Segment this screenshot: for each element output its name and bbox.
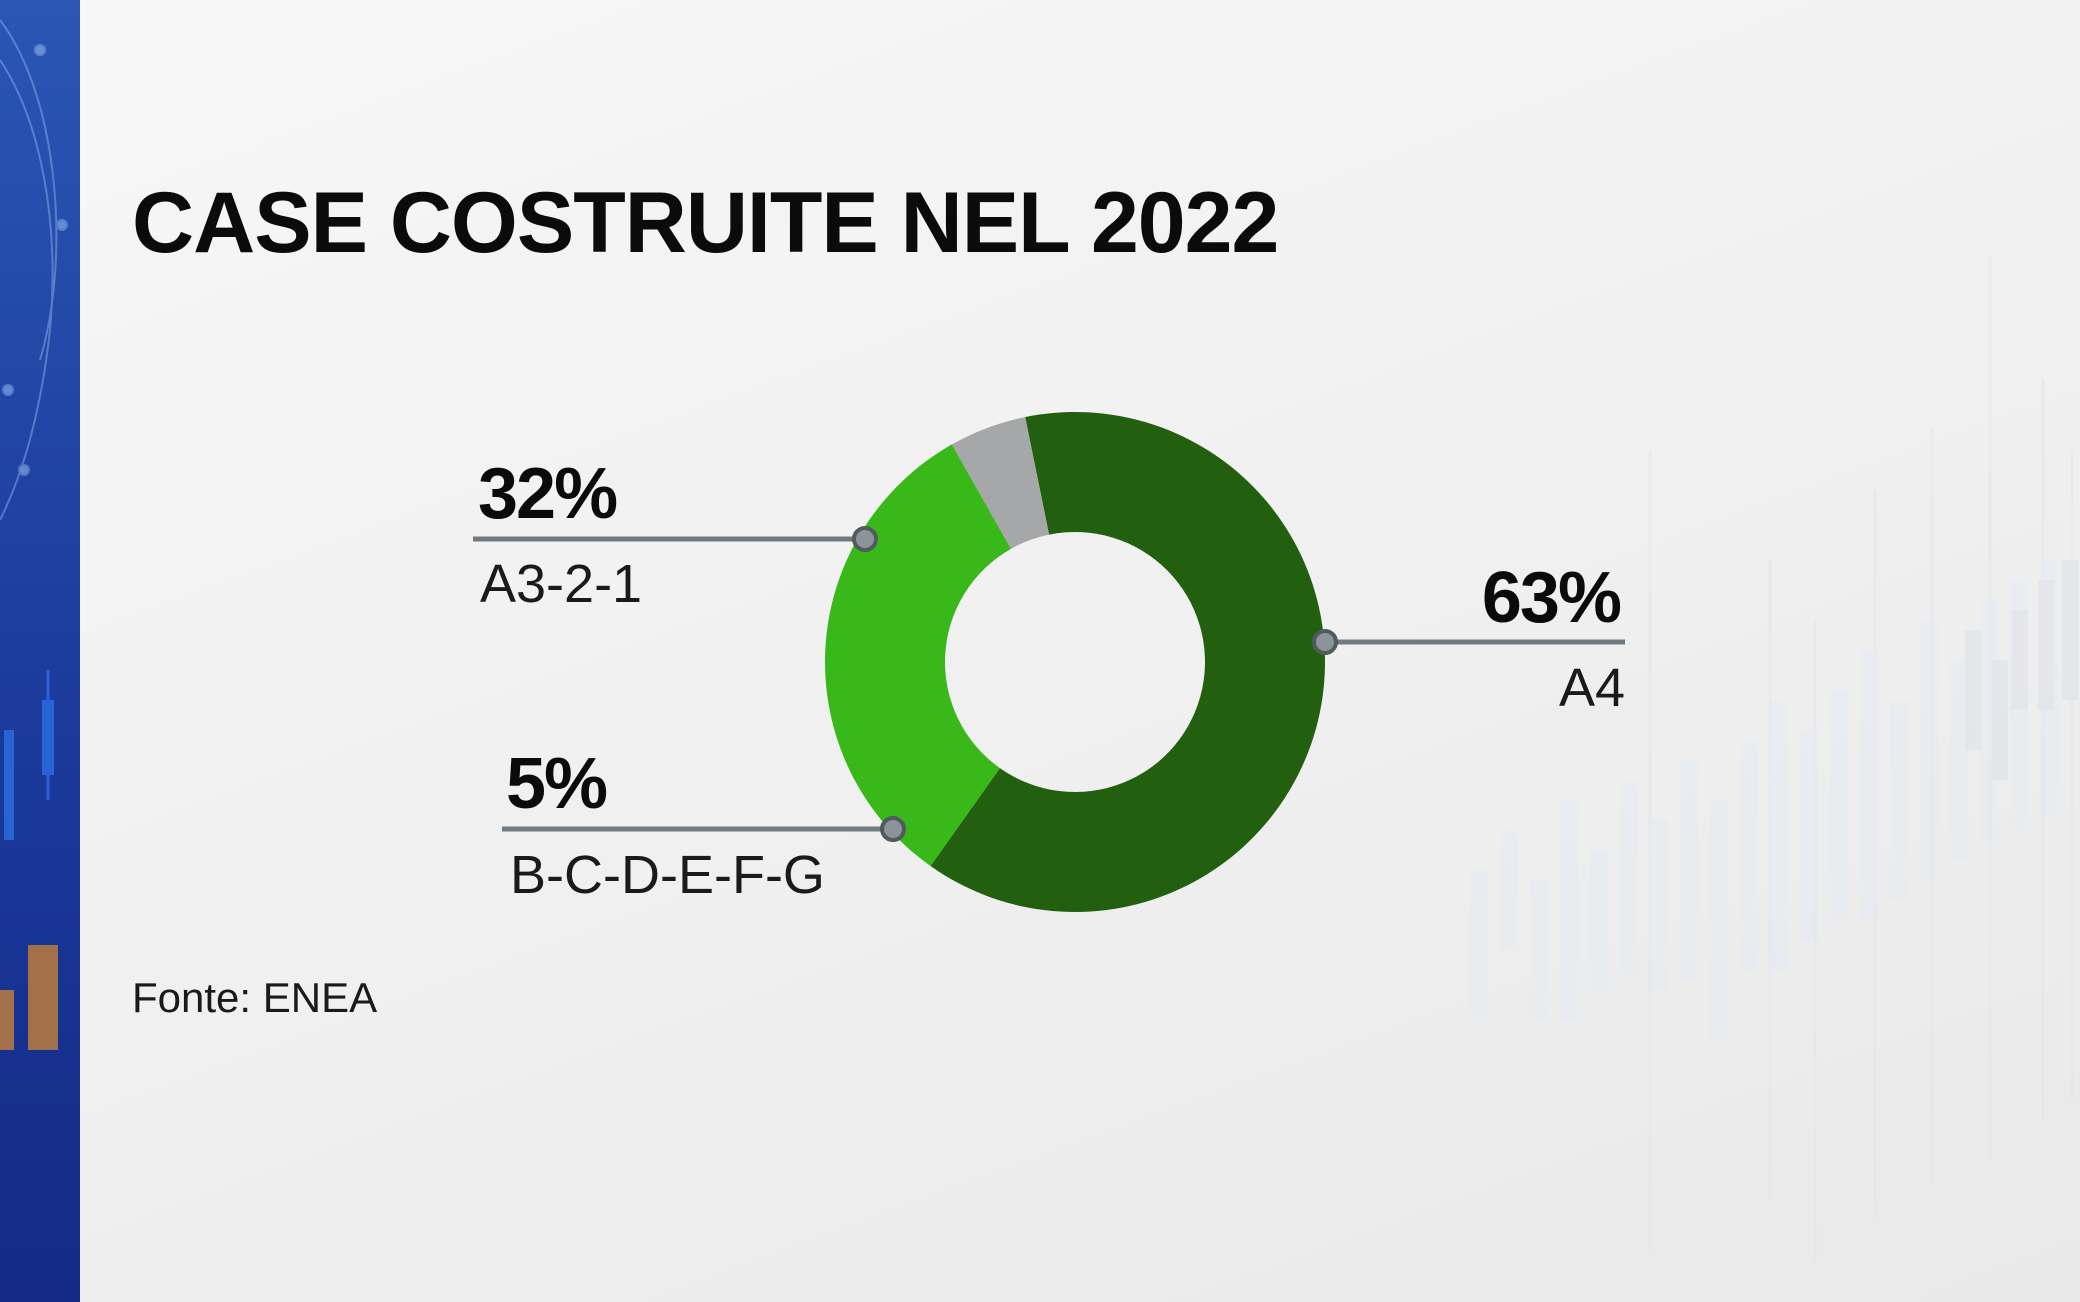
donut-slices <box>825 412 1325 913</box>
leader-dot-b-c-d-e-f-g <box>880 816 906 842</box>
strip-network-decoration <box>0 19 68 521</box>
chart-title: CASE COSTRUITE NEL 2022 <box>132 175 1278 271</box>
category-label-a4: A4 <box>1559 658 1625 718</box>
faint-candlestick-background <box>1470 255 2078 1260</box>
slice-callouts: 63% A4 32% A3-2-1 5% B-C-D-E-F-G <box>473 454 1625 905</box>
percent-label-a4: 63% <box>1482 558 1621 638</box>
leader-dot-a4 <box>1312 629 1338 655</box>
slice-a4 <box>930 412 1325 913</box>
slice-b-c-d-e-f-g <box>951 417 1050 549</box>
leader-dot-a3-2-1 <box>852 526 878 552</box>
percent-label-a3-2-1: 32% <box>478 454 617 534</box>
strip-candles-decoration <box>0 670 58 1050</box>
category-label-a3-2-1: A3-2-1 <box>480 554 642 614</box>
category-label-b-c-d-e-f-g: B-C-D-E-F-G <box>510 845 825 905</box>
left-blue-strip <box>0 0 80 1302</box>
source-note: Fonte: ENEA <box>132 974 377 1021</box>
percent-label-b-c-d-e-f-g: 5% <box>506 744 607 824</box>
